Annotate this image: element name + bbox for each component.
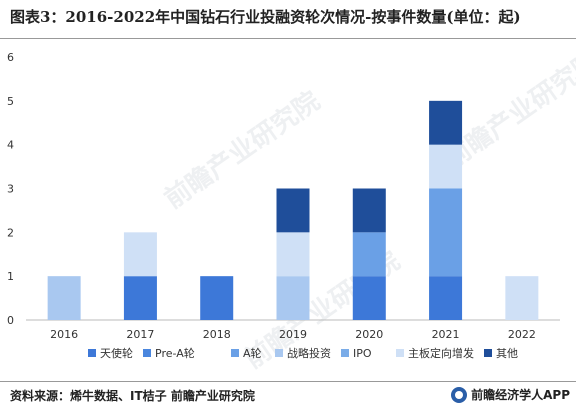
- bar-segment: [505, 276, 539, 320]
- legend-swatch: [231, 349, 239, 357]
- bar-segment: [123, 276, 157, 320]
- legend-label: A轮: [243, 346, 262, 360]
- x-tick-label: 2020: [355, 328, 383, 341]
- brand: 前瞻经济学人APP: [451, 386, 570, 403]
- bar-segment: [276, 232, 310, 277]
- bar-segment: [47, 276, 81, 320]
- bar-segment: [429, 276, 463, 320]
- legend-swatch: [341, 349, 349, 357]
- legend-label: 主板定向增发: [408, 346, 474, 360]
- legend-swatch: [484, 349, 492, 357]
- bar-segment: [123, 232, 157, 277]
- bar-segment: [276, 276, 310, 320]
- y-tick-label: 5: [7, 95, 14, 108]
- bar-segment: [352, 232, 386, 277]
- source-note: 资料来源：烯牛数据、IT桔子 前瞻产业研究院: [10, 389, 255, 403]
- bar-segment: [429, 100, 463, 145]
- title-divider: [0, 38, 576, 39]
- bar-segment: [352, 188, 386, 233]
- x-tick-label: 2019: [279, 328, 307, 341]
- x-tick-label: 2018: [203, 328, 231, 341]
- legend-swatch: [143, 349, 151, 357]
- legend-label: 战略投资: [287, 346, 331, 360]
- y-tick-label: 6: [7, 51, 14, 64]
- legend-label: 天使轮: [100, 346, 133, 360]
- legend-swatch: [275, 349, 283, 357]
- x-tick-label: 2021: [432, 328, 460, 341]
- bar-segment: [429, 188, 463, 277]
- y-tick-label: 3: [7, 183, 14, 196]
- bar-segment: [200, 276, 234, 320]
- y-tick-label: 2: [7, 226, 14, 239]
- stacked-bar-chart: 0 1 2 3 4 5 6 2016 2017 2018 2019 2020 2021 2022 天使轮 Pr…: [7, 51, 560, 360]
- bar-segment: [352, 276, 386, 320]
- bar-segment: [276, 188, 310, 233]
- x-tick-label: 2016: [50, 328, 78, 341]
- source-divider: [0, 381, 576, 382]
- chart-title: 图表3：2016-2022年中国钻石行业投融资轮次情况-按事件数量(单位：起): [10, 8, 521, 26]
- y-tick-label: 1: [7, 270, 14, 283]
- brand-label: 前瞻经济学人APP: [471, 388, 570, 402]
- bar-segment: [429, 144, 463, 189]
- legend-label: 其他: [496, 347, 518, 360]
- legend-swatch: [396, 349, 404, 357]
- legend-swatch: [88, 349, 96, 357]
- y-tick-label: 0: [7, 314, 14, 327]
- brand-logo-icon: [451, 386, 468, 403]
- legend-label: IPO: [353, 347, 372, 360]
- y-tick-label: 4: [7, 139, 14, 152]
- x-tick-label: 2017: [126, 328, 154, 341]
- x-tick-label: 2022: [508, 328, 536, 341]
- legend-label: Pre-A轮: [155, 346, 195, 360]
